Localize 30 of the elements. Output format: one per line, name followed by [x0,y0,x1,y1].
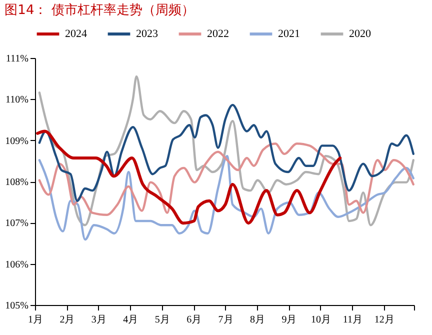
legend-label: 2022 [207,28,229,40]
y-tick-label: 106% [5,259,28,270]
y-tick-label: 111% [6,54,28,64]
x-tick-label: 1月 [28,314,43,326]
chart-title: 图14： 债市杠杆率走势（周频） [4,2,194,18]
legend-label: 2023 [136,28,158,40]
y-tick-label: 108% [5,177,28,188]
y-tick-label: 107% [5,218,28,230]
x-tick-label: 5月 [154,314,170,326]
line-series [36,130,342,225]
x-tick-label: 10月 [310,314,331,326]
line-series [38,154,414,241]
x-tick-label: 7月 [218,314,234,326]
y-tick-label: 110% [6,94,28,106]
line-series [38,142,414,216]
x-tick-label: 11月 [342,314,362,326]
x-tick-label: 12月 [374,314,394,326]
line-series [38,75,414,226]
x-tick-label: 9月 [282,314,297,326]
legend-label: 2024 [65,28,88,40]
y-tick-label: 109% [5,136,28,147]
legend-label: 2020 [349,28,372,40]
x-tick-label: 8月 [250,314,266,326]
x-tick-label: 4月 [123,314,138,326]
x-tick-label: 3月 [91,314,106,326]
line-series [38,104,414,202]
y-tick-label: 105% [5,300,28,312]
x-tick-label: 6月 [186,314,202,326]
legend-label: 2021 [278,28,300,40]
x-tick-label: 2月 [60,314,75,326]
